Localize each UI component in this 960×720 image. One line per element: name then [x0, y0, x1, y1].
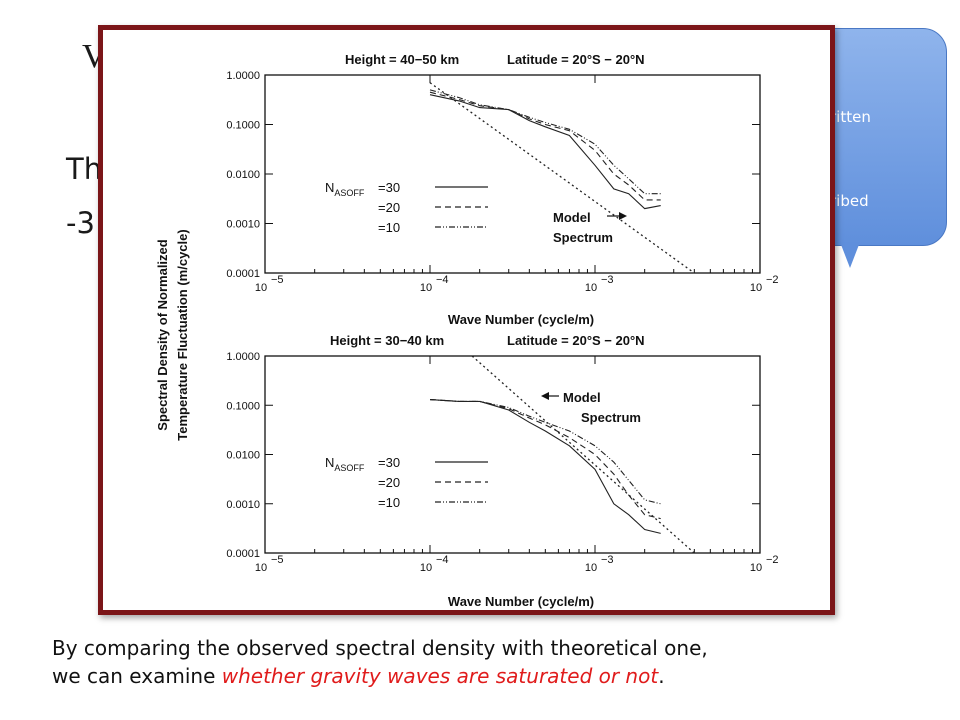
figure-panel: Spectral Density of Normalized Temperatu… [98, 25, 835, 615]
chart1-x-axis-label: Wave Number (cycle/m) [448, 312, 594, 327]
chart2-series-nasoff10 [429, 399, 661, 505]
chart2-annotation-spectrum: Spectrum [581, 410, 641, 425]
body-text-line-1: Th [66, 152, 103, 186]
chart2-legend-prefix: NASOFF [325, 455, 365, 473]
chart2-title-latitude: Latitude = 20°S − 20°N [507, 333, 645, 348]
caption-line-2: we can examine whether gravity waves are… [52, 662, 932, 690]
y-axis-label-1: Spectral Density of Normalized [155, 239, 170, 430]
chart1-ytick-label-0: 1.0000 [226, 70, 260, 82]
chart1-legend-prefix: NASOFF [325, 180, 365, 198]
chart2-series-nasoff20 [429, 399, 661, 520]
chart1-legend-label-10: =10 [378, 220, 400, 235]
chart2-legend-label-30: =30 [378, 455, 400, 470]
chart1-plot-frame [264, 74, 761, 274]
chart1-series-nasoff20 [429, 91, 661, 201]
chart2-xtick-exp-0: −5 [271, 554, 284, 566]
body-text-line-2: -3 [66, 206, 95, 240]
chart1-title-latitude: Latitude = 20°S − 20°N [507, 52, 645, 67]
chart1-series-model-spectrum [429, 82, 695, 274]
chart2-xtick-exp-1: −4 [436, 554, 449, 566]
chart2-legend-n: N [325, 455, 334, 470]
chart2-xtick-label-3: 10 [750, 562, 762, 574]
chart2-legend-label-20: =20 [378, 475, 400, 490]
chart2-annotation-model: Model [563, 390, 601, 405]
chart2-xtick-exp-3: −2 [766, 554, 779, 566]
chart1-legend-n: N [325, 180, 334, 195]
caption: By comparing the observed spectral densi… [52, 634, 932, 690]
chart1-xtick-label-2: 10 [585, 282, 597, 294]
callout-text-2: ribed [830, 192, 869, 210]
chart2-plot-frame [264, 355, 761, 554]
chart2-ytick-label-2: 0.0100 [226, 450, 260, 462]
chart2-ytick-label-3: 0.0010 [226, 499, 260, 511]
chart1-annotation-model: Model [553, 210, 591, 225]
chart1-ytick-label-2: 0.0100 [226, 169, 260, 181]
chart1-ytick-label-3: 0.0010 [226, 219, 260, 231]
y-axis-label-2: Temperature Fluctuation (m/cycle) [175, 229, 190, 440]
chart1-xtick-exp-1: −4 [436, 274, 449, 286]
spectra-figure: Spectral Density of Normalized Temperatu… [155, 52, 779, 609]
caption-emphasis: whether gravity waves are saturated or n… [221, 664, 659, 688]
caption-line-2-start: we can examine [52, 664, 222, 688]
chart1-annotation-spectrum: Spectrum [553, 230, 613, 245]
chart1-xtick-exp-3: −2 [766, 274, 779, 286]
chart2-xtick-label-0: 10 [255, 562, 267, 574]
chart2-x-axis-label: Wave Number (cycle/m) [448, 594, 594, 609]
chart2-annotation-arrowhead [541, 392, 549, 400]
chart2-ytick-label-1: 0.1000 [226, 400, 260, 412]
caption-end: . [658, 664, 665, 688]
chart2-title-height: Height = 30−40 km [330, 333, 444, 348]
chart1-title-height: Height = 40−50 km [345, 52, 459, 67]
chart1-xtick-exp-2: −3 [601, 274, 614, 286]
chart1-annotation-arrowhead [619, 212, 627, 220]
chart2-ytick-label-0: 1.0000 [226, 351, 260, 363]
chart2-ytick-label-4: 0.0001 [226, 548, 260, 560]
chart1-ytick-label-4: 0.0001 [226, 268, 260, 280]
callout-tail [840, 242, 860, 268]
chart1-xtick-exp-0: −5 [271, 274, 284, 286]
chart1-legend-subscript: ASOFF [334, 188, 365, 198]
chart2-xtick-label-2: 10 [585, 562, 597, 574]
chart2-legend-subscript: ASOFF [334, 463, 365, 473]
callout-text-1: ritten [830, 108, 871, 126]
chart1-series-nasoff10 [429, 89, 661, 195]
chart2-xtick-exp-2: −3 [601, 554, 614, 566]
chart1-legend-label-30: =30 [378, 180, 400, 195]
chart1-xtick-label-1: 10 [420, 282, 432, 294]
chart1-xtick-label-3: 10 [750, 282, 762, 294]
chart2-series-model-spectrum [471, 355, 695, 554]
chart2-legend-label-10: =10 [378, 495, 400, 510]
chart1-xtick-label-0: 10 [255, 282, 267, 294]
chart1-series-nasoff30 [429, 94, 661, 210]
chart2-xtick-label-1: 10 [420, 562, 432, 574]
caption-line-1: By comparing the observed spectral densi… [52, 636, 708, 660]
chart1-ytick-label-1: 0.1000 [226, 120, 260, 132]
chart1-legend-label-20: =20 [378, 200, 400, 215]
